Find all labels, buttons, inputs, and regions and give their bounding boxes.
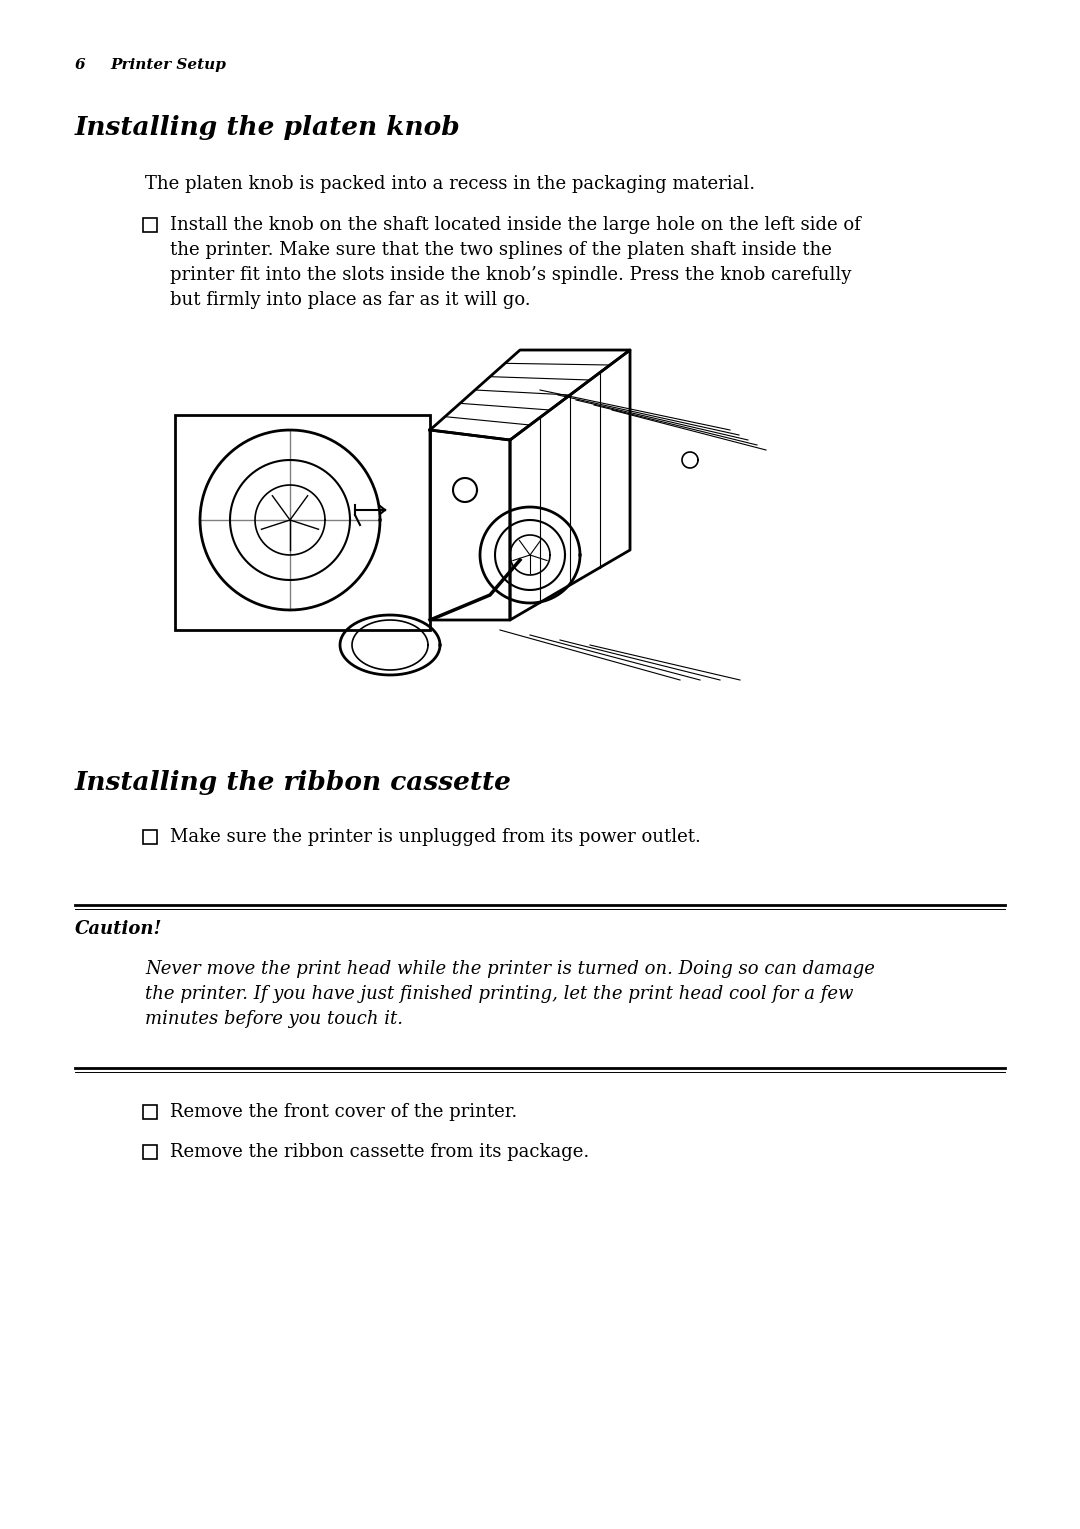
Text: Printer Setup: Printer Setup <box>110 58 226 72</box>
Text: Caution!: Caution! <box>75 920 162 937</box>
Text: Remove the ribbon cassette from its package.: Remove the ribbon cassette from its pack… <box>170 1144 590 1161</box>
Text: Make sure the printer is unplugged from its power outlet.: Make sure the printer is unplugged from … <box>170 829 701 846</box>
Bar <box>143 830 157 844</box>
Text: Never move the print head while the printer is turned on. Doing so can damage
th: Never move the print head while the prin… <box>145 960 875 1027</box>
Text: Remove the front cover of the printer.: Remove the front cover of the printer. <box>170 1102 517 1121</box>
Text: 6: 6 <box>75 58 85 72</box>
Bar <box>143 1105 157 1119</box>
Text: Installing the ribbon cassette: Installing the ribbon cassette <box>75 771 512 795</box>
Bar <box>143 219 157 232</box>
Text: The platen knob is packed into a recess in the packaging material.: The platen knob is packed into a recess … <box>145 174 755 193</box>
Text: Install the knob on the shaft located inside the large hole on the left side of
: Install the knob on the shaft located in… <box>170 216 861 309</box>
Bar <box>143 1145 157 1159</box>
Bar <box>175 414 430 630</box>
Text: Installing the platen knob: Installing the platen knob <box>75 115 461 141</box>
